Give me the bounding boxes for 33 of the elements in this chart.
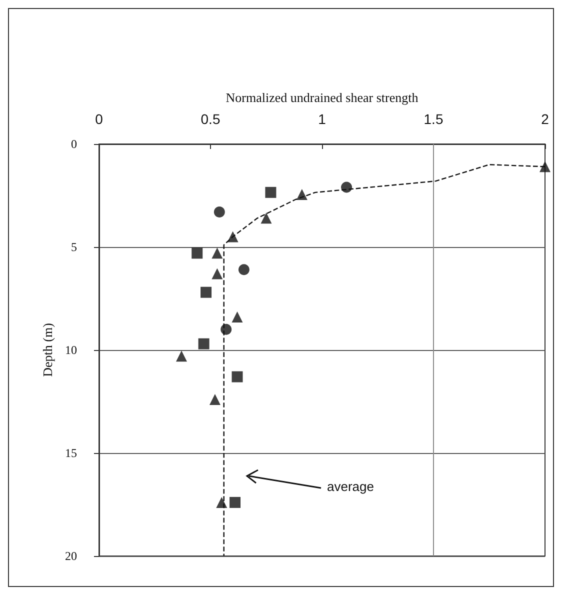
y-tick-label: 5 <box>71 240 77 254</box>
point <box>227 231 238 242</box>
point <box>214 206 225 218</box>
point <box>341 182 352 193</box>
point <box>200 286 212 298</box>
x-tick-label: 1 <box>318 111 326 127</box>
annotation: average <box>327 479 374 494</box>
x-tick-label: 2 <box>541 111 550 127</box>
point <box>220 324 232 335</box>
y-axis-title: Depth (m) <box>40 323 55 377</box>
y-tick-label: 0 <box>71 137 77 151</box>
x-axis-title: Normalized undrained shear strength <box>226 90 419 105</box>
point <box>260 212 272 224</box>
point <box>212 248 223 259</box>
point <box>212 268 223 280</box>
point <box>265 186 276 198</box>
point <box>216 496 228 508</box>
y-tick-label: 20 <box>65 549 77 563</box>
y-tick-label: 15 <box>65 446 77 460</box>
point <box>232 312 243 323</box>
point <box>296 188 308 200</box>
y-tick-label: 10 <box>65 343 77 357</box>
point <box>232 371 243 382</box>
point <box>540 161 550 172</box>
x-tick-label: 1.5 <box>424 111 444 127</box>
point <box>198 338 210 350</box>
point <box>176 350 188 362</box>
point <box>230 496 241 508</box>
point <box>192 248 203 259</box>
point <box>209 394 220 405</box>
x-tick-label: 0.5 <box>200 111 220 127</box>
x-tick-label: 0 <box>95 111 104 127</box>
point <box>238 264 250 276</box>
